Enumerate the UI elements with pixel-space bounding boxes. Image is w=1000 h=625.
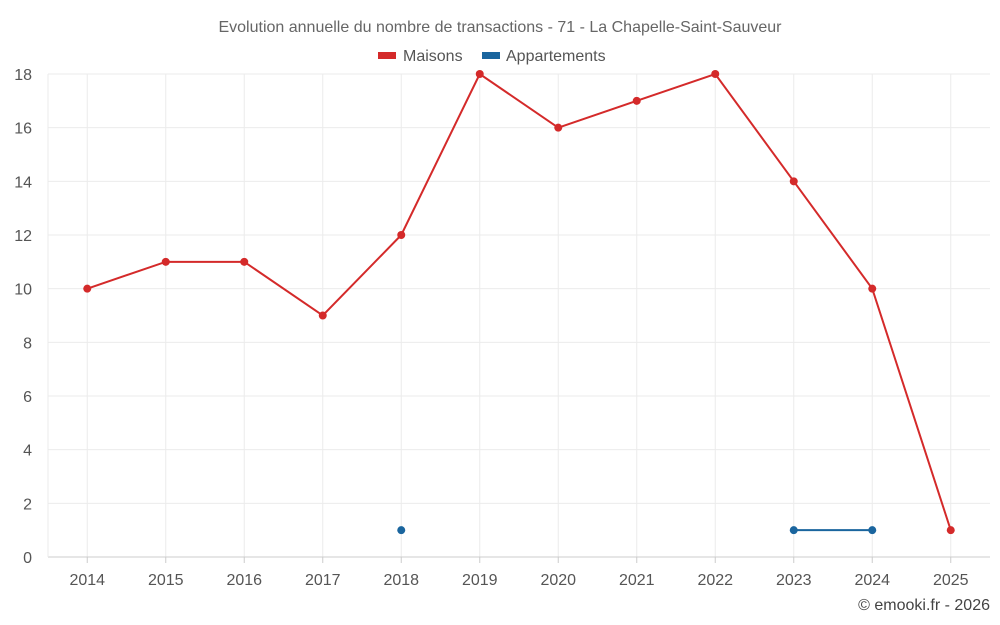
x-tick-label: 2016 [226, 572, 262, 589]
x-tick-label: 2025 [933, 572, 969, 589]
legend-label-maisons: Maisons [403, 48, 463, 65]
x-tick-label: 2018 [383, 572, 419, 589]
y-tick-label: 16 [14, 121, 32, 138]
y-tick-label: 12 [14, 228, 32, 245]
data-point-maisons-2016[interactable] [240, 257, 249, 266]
data-point-appartements-2024[interactable] [868, 526, 877, 535]
x-tick-label: 2024 [854, 572, 890, 589]
y-tick-label: 0 [23, 550, 32, 567]
data-point-maisons-2022[interactable] [711, 70, 720, 78]
data-point-maisons-2025[interactable] [946, 526, 955, 535]
y-tick-label: 18 [14, 67, 32, 84]
legend-item-maisons[interactable]: Maisons [378, 48, 463, 65]
data-point-maisons-2021[interactable] [632, 96, 641, 105]
y-tick-label: 2 [23, 496, 32, 513]
y-axis-ticks: 0 2 4 6 8 10 12 14 16 18 [14, 67, 32, 567]
y-tick-label: 6 [23, 389, 32, 406]
data-point-appartements-2023[interactable] [789, 526, 798, 535]
legend-item-appartements[interactable]: Appartements [482, 48, 606, 65]
data-point-maisons-2014[interactable] [83, 284, 92, 293]
y-tick-label: 4 [23, 443, 32, 460]
x-tick-label: 2017 [305, 572, 341, 589]
legend-label-appartements: Appartements [506, 48, 606, 65]
data-point-maisons-2023[interactable] [789, 177, 798, 186]
data-point-appartements-2018[interactable] [397, 526, 406, 535]
x-tick-label: 2014 [69, 572, 105, 589]
y-tick-label: 8 [23, 335, 32, 352]
credit-text: © emooki.fr - 2026 [858, 597, 990, 614]
data-point-maisons-2024[interactable] [868, 284, 877, 293]
x-tick-label: 2019 [462, 572, 498, 589]
series-line-maisons [86, 72, 952, 531]
x-tick-label: 2021 [619, 572, 655, 589]
data-point-maisons-2020[interactable] [554, 123, 563, 132]
x-tick-label: 2020 [540, 572, 576, 589]
y-tick-label: 10 [14, 282, 32, 299]
data-point-maisons-2019[interactable] [475, 70, 484, 78]
data-point-maisons-2015[interactable] [161, 257, 170, 266]
data-point-maisons-2018[interactable] [397, 231, 406, 239]
chart-title: Evolution annuelle du nombre de transact… [218, 19, 782, 36]
x-tick-label: 2023 [776, 572, 812, 589]
y-tick-label: 14 [14, 174, 32, 191]
x-axis-ticks: 2014 2015 2016 2017 2018 2019 2020 2021 2022 2023… [69, 557, 969, 589]
legend-swatch-appartements [482, 52, 500, 59]
x-tick-label: 2022 [697, 572, 733, 589]
series-appartements [397, 526, 877, 535]
legend-swatch-maisons [378, 52, 396, 59]
grid [47, 73, 990, 558]
data-point-maisons-2017[interactable] [318, 311, 327, 320]
legend: Maisons Appartements [378, 48, 606, 65]
series [83, 70, 955, 535]
series-maisons [83, 70, 955, 535]
x-tick-label: 2015 [148, 572, 184, 589]
